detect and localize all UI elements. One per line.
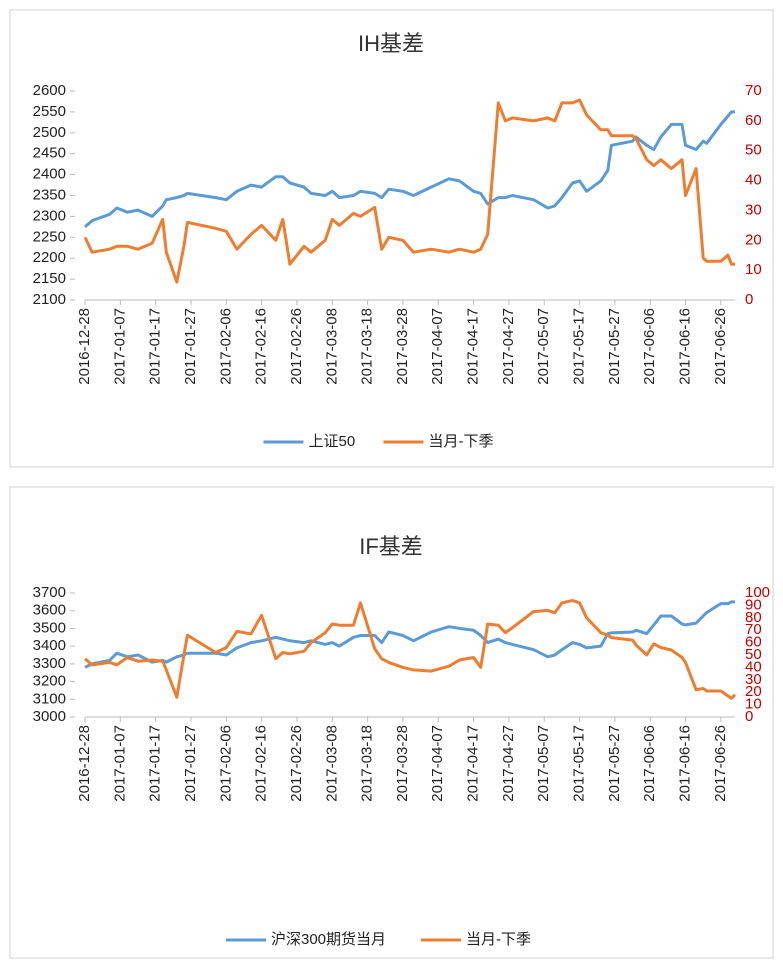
x-tick-label: 2017-01-07 bbox=[111, 725, 128, 802]
x-tick-label: 2017-04-07 bbox=[429, 308, 446, 385]
y2-tick-label: 40 bbox=[745, 172, 762, 189]
chart-title: IH基差 bbox=[358, 31, 424, 56]
legend-label: 当月-下季 bbox=[466, 931, 531, 948]
x-tick-label: 2017-03-28 bbox=[394, 725, 411, 802]
x-tick-label: 2017-02-26 bbox=[288, 725, 305, 802]
x-tick-label: 2017-06-16 bbox=[677, 725, 694, 802]
y-tick-label: 2150 bbox=[33, 270, 66, 287]
y-tick-label: 3000 bbox=[33, 708, 66, 725]
y-tick-label: 2600 bbox=[33, 82, 66, 99]
x-tick-label: 2017-03-08 bbox=[323, 725, 340, 802]
y-tick-label: 2450 bbox=[33, 145, 66, 162]
x-tick-label: 2017-06-06 bbox=[641, 725, 658, 802]
y-tick-label: 2400 bbox=[33, 166, 66, 183]
x-tick-label: 2017-04-27 bbox=[500, 725, 517, 802]
y2-tick-label: 60 bbox=[745, 634, 762, 651]
x-tick-label: 2017-06-06 bbox=[641, 308, 658, 385]
x-tick-label: 2017-04-27 bbox=[500, 308, 517, 385]
x-tick-label: 2017-03-18 bbox=[359, 725, 376, 802]
x-tick-label: 2017-06-26 bbox=[712, 308, 729, 385]
y-tick-label: 3600 bbox=[33, 602, 66, 619]
y-tick-label: 2350 bbox=[33, 186, 66, 203]
y-tick-label: 2100 bbox=[33, 291, 66, 308]
y2-tick-label: 100 bbox=[745, 584, 770, 601]
x-tick-label: 2017-03-18 bbox=[359, 308, 376, 385]
x-tick-label: 2017-02-06 bbox=[217, 308, 234, 385]
y2-tick-label: 40 bbox=[745, 658, 762, 675]
y-tick-label: 3500 bbox=[33, 619, 66, 636]
y-tick-label: 2300 bbox=[33, 207, 66, 224]
x-tick-label: 2017-06-16 bbox=[677, 308, 694, 385]
y2-tick-label: 80 bbox=[745, 609, 762, 626]
y-tick-label: 3100 bbox=[33, 690, 66, 707]
x-tick-label: 2017-03-08 bbox=[323, 308, 340, 385]
series-line bbox=[83, 98, 735, 284]
x-tick-label: 2017-01-27 bbox=[182, 308, 199, 385]
y-tick-label: 2200 bbox=[33, 249, 66, 266]
y2-tick-label: 20 bbox=[745, 683, 762, 700]
y2-tick-label: 0 bbox=[745, 291, 753, 308]
x-tick-label: 2017-05-27 bbox=[606, 308, 623, 385]
y2-tick-label: 20 bbox=[745, 231, 762, 248]
series-line bbox=[84, 110, 735, 229]
y2-tick-label: 70 bbox=[745, 621, 762, 638]
x-tick-label: 2017-05-17 bbox=[571, 308, 588, 385]
x-tick-label: 2017-02-16 bbox=[253, 308, 270, 385]
y-tick-label: 3400 bbox=[33, 637, 66, 654]
x-tick-label: 2017-04-17 bbox=[465, 725, 482, 802]
legend-label: 当月-下季 bbox=[429, 433, 494, 450]
y2-tick-label: 90 bbox=[745, 596, 762, 613]
x-tick-label: 2017-02-06 bbox=[217, 725, 234, 802]
legend-label: 上证50 bbox=[309, 433, 356, 450]
x-tick-label: 2017-05-07 bbox=[535, 308, 552, 385]
x-tick-label: 2017-02-26 bbox=[288, 308, 305, 385]
x-tick-label: 2017-04-17 bbox=[465, 308, 482, 385]
y2-tick-label: 50 bbox=[745, 646, 762, 663]
chart-title: IF基差 bbox=[359, 534, 423, 559]
y2-tick-label: 50 bbox=[745, 142, 762, 159]
x-tick-label: 2017-05-07 bbox=[535, 725, 552, 802]
x-tick-label: 2017-03-28 bbox=[394, 308, 411, 385]
x-tick-label: 2017-06-26 bbox=[712, 725, 729, 802]
x-tick-label: 2017-01-17 bbox=[147, 725, 164, 802]
x-tick-label: 2017-01-27 bbox=[182, 725, 199, 802]
x-tick-label: 2017-01-07 bbox=[111, 308, 128, 385]
y2-tick-label: 30 bbox=[745, 201, 762, 218]
x-tick-label: 2016-12-28 bbox=[76, 725, 93, 802]
x-tick-label: 2017-04-07 bbox=[429, 725, 446, 802]
y2-tick-label: 60 bbox=[745, 112, 762, 129]
y-tick-label: 3700 bbox=[33, 584, 66, 601]
x-tick-label: 2017-05-17 bbox=[571, 725, 588, 802]
y2-tick-label: 30 bbox=[745, 671, 762, 688]
y-tick-label: 2250 bbox=[33, 228, 66, 245]
legend-label: 沪深300期货当月 bbox=[271, 931, 386, 948]
y-tick-label: 2550 bbox=[33, 103, 66, 120]
x-tick-label: 2017-02-16 bbox=[253, 725, 270, 802]
y-tick-label: 3200 bbox=[33, 673, 66, 690]
x-tick-label: 2017-05-27 bbox=[606, 725, 623, 802]
x-tick-label: 2017-01-17 bbox=[147, 308, 164, 385]
series-line bbox=[84, 598, 737, 700]
y2-tick-label: 0 bbox=[745, 708, 753, 725]
y2-tick-label: 70 bbox=[745, 82, 762, 99]
y-tick-label: 3300 bbox=[33, 655, 66, 672]
series-line bbox=[84, 600, 735, 669]
y2-tick-label: 10 bbox=[745, 261, 762, 278]
y-tick-label: 2500 bbox=[33, 124, 66, 141]
x-tick-label: 2016-12-28 bbox=[76, 308, 93, 385]
chart-frame bbox=[9, 486, 774, 959]
y2-tick-label: 10 bbox=[745, 696, 762, 713]
